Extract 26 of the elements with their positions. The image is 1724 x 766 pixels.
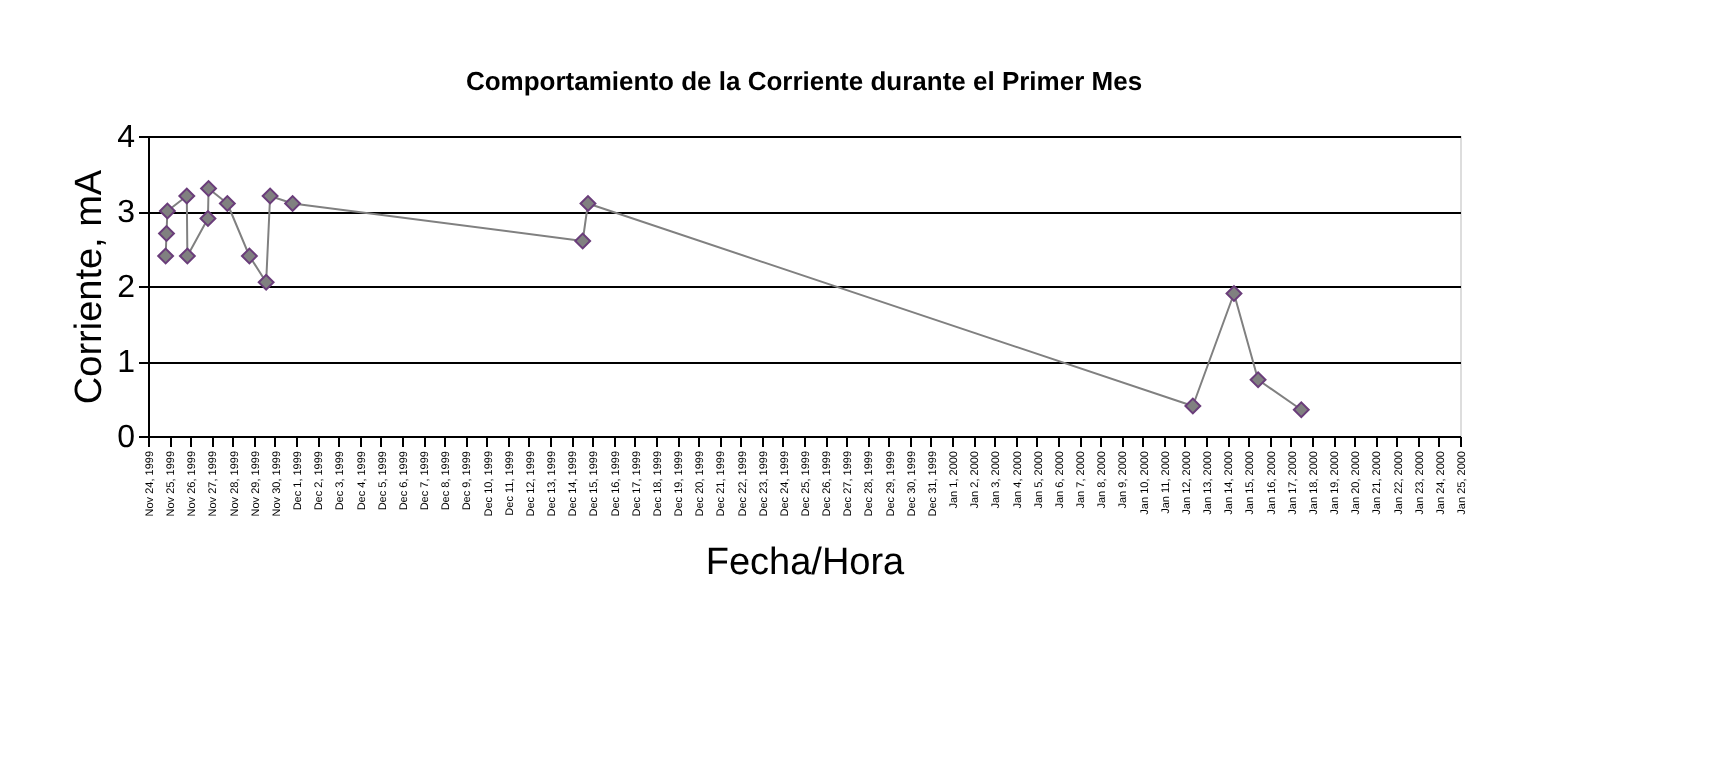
point xyxy=(178,187,196,205)
point xyxy=(158,225,175,242)
y-tick-label: 2 xyxy=(117,271,136,305)
point xyxy=(218,195,236,212)
point xyxy=(158,202,176,220)
y-tick-label: 4 xyxy=(117,121,136,155)
point xyxy=(1292,401,1310,419)
y-tick-label: 1 xyxy=(117,346,136,380)
point xyxy=(199,210,217,227)
point xyxy=(574,232,592,250)
point xyxy=(284,195,302,212)
y-axis-title: Corriente, mA xyxy=(69,169,112,405)
point xyxy=(1249,371,1267,389)
point xyxy=(1184,397,1202,415)
point xyxy=(178,247,196,265)
y-tick-label: 3 xyxy=(117,196,136,230)
point xyxy=(200,180,217,197)
point xyxy=(157,247,175,265)
point xyxy=(261,187,279,205)
chart-title: Comportamiento de la Corriente durante el Primer Mes xyxy=(465,66,1143,96)
y-tick-label: 0 xyxy=(117,421,136,455)
point xyxy=(257,273,275,291)
point xyxy=(240,247,258,265)
point xyxy=(1225,285,1243,302)
x-axis-title: Fecha/Hora xyxy=(705,542,906,585)
point xyxy=(579,195,597,212)
